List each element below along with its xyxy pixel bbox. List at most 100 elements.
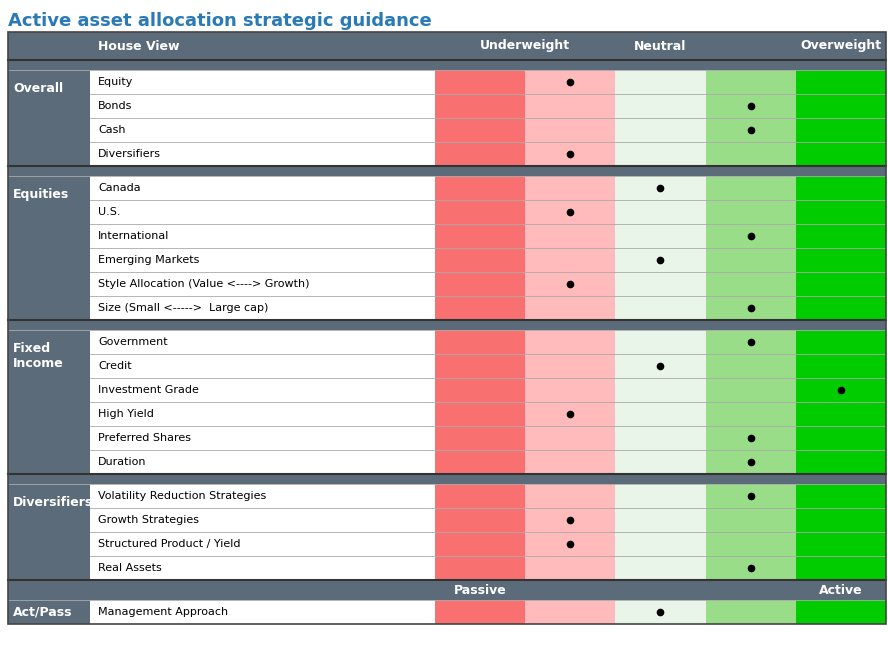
Bar (435, 354, 525, 378)
Bar (796, 426, 886, 450)
Bar (615, 176, 706, 200)
Bar (796, 556, 886, 580)
Bar (796, 532, 886, 556)
Bar (706, 248, 796, 272)
Bar (90, 296, 435, 320)
Bar (435, 70, 525, 94)
Bar (796, 402, 886, 426)
Bar (90, 248, 435, 272)
Bar (796, 70, 886, 94)
Text: Real Assets: Real Assets (98, 563, 162, 573)
Bar (525, 532, 615, 556)
Bar (435, 200, 525, 224)
Bar (615, 94, 706, 118)
Text: Management Approach: Management Approach (98, 607, 228, 617)
Bar (90, 556, 435, 580)
Bar (525, 248, 615, 272)
Bar (90, 378, 435, 402)
Bar (8, 70, 90, 166)
Bar (706, 272, 796, 296)
Bar (796, 248, 886, 272)
Bar (706, 118, 796, 142)
Bar (525, 556, 615, 580)
Bar (796, 200, 886, 224)
Bar (435, 224, 525, 248)
Bar (8, 32, 886, 624)
Bar (615, 508, 706, 532)
Bar (8, 484, 90, 580)
Bar (615, 532, 706, 556)
Text: Equities: Equities (13, 188, 69, 201)
Bar (8, 330, 90, 474)
Bar (525, 272, 615, 296)
Bar (615, 248, 706, 272)
Bar (706, 70, 796, 94)
Bar (435, 508, 525, 532)
Text: Passive: Passive (454, 583, 506, 597)
Text: Active asset allocation strategic guidance: Active asset allocation strategic guidan… (8, 12, 432, 30)
Bar (615, 70, 706, 94)
Bar (615, 330, 706, 354)
Bar (706, 330, 796, 354)
Bar (706, 200, 796, 224)
Bar (90, 330, 435, 354)
Bar (706, 142, 796, 166)
Text: Structured Product / Yield: Structured Product / Yield (98, 539, 241, 549)
Bar (435, 142, 525, 166)
Text: Active: Active (819, 583, 863, 597)
Bar (525, 118, 615, 142)
Bar (706, 450, 796, 474)
Text: Equity: Equity (98, 77, 133, 87)
Bar (435, 176, 525, 200)
Bar (525, 600, 615, 624)
Bar (796, 450, 886, 474)
Bar (796, 176, 886, 200)
Bar (706, 532, 796, 556)
Bar (796, 118, 886, 142)
Bar (525, 94, 615, 118)
Bar (435, 378, 525, 402)
Bar (90, 600, 435, 624)
Bar (525, 484, 615, 508)
Bar (8, 32, 886, 60)
Bar (706, 354, 796, 378)
Bar (706, 600, 796, 624)
Text: Duration: Duration (98, 457, 147, 467)
Text: Overall: Overall (13, 82, 63, 95)
Bar (706, 402, 796, 426)
Bar (435, 556, 525, 580)
Bar (90, 142, 435, 166)
Bar (796, 600, 886, 624)
Bar (8, 166, 886, 176)
Bar (615, 556, 706, 580)
Bar (796, 224, 886, 248)
Text: House View: House View (98, 40, 179, 52)
Bar (90, 450, 435, 474)
Text: Diversifiers: Diversifiers (98, 149, 161, 159)
Bar (525, 508, 615, 532)
Bar (525, 200, 615, 224)
Text: Credit: Credit (98, 361, 131, 371)
Bar (706, 296, 796, 320)
Bar (435, 272, 525, 296)
Bar (90, 272, 435, 296)
Text: Preferred Shares: Preferred Shares (98, 433, 191, 443)
Bar (706, 176, 796, 200)
Text: Government: Government (98, 337, 168, 347)
Text: Canada: Canada (98, 183, 140, 193)
Bar (8, 580, 886, 600)
Bar (796, 484, 886, 508)
Text: Growth Strategies: Growth Strategies (98, 515, 199, 525)
Bar (435, 248, 525, 272)
Text: High Yield: High Yield (98, 409, 154, 419)
Bar (796, 142, 886, 166)
Bar (435, 532, 525, 556)
Bar (90, 484, 435, 508)
Bar (615, 224, 706, 248)
Bar (615, 118, 706, 142)
Bar (90, 426, 435, 450)
Bar (615, 272, 706, 296)
Bar (796, 296, 886, 320)
Text: U.S.: U.S. (98, 207, 121, 217)
Bar (796, 378, 886, 402)
